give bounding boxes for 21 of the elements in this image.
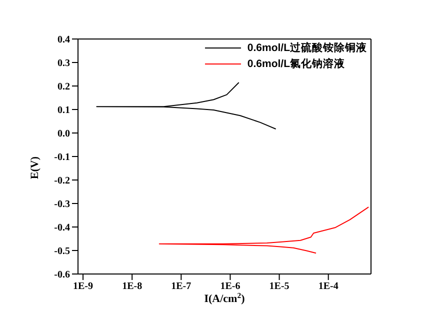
- y-tick-label: -0.2: [54, 176, 70, 187]
- x-tick-label: 1E-5: [269, 281, 290, 292]
- y-tick-label: 0.0: [58, 128, 70, 140]
- y-tick-label: -0.5: [54, 246, 70, 258]
- legend-label: 0.6mol/L过硫酸铵除铜液: [247, 41, 367, 55]
- y-tick-label: 0.1: [58, 105, 70, 116]
- x-tick-label: 1E-7: [171, 281, 192, 292]
- x-axis-title: I(A/cm$^{2}$): [204, 290, 246, 305]
- y-tick-label: -0.1: [54, 152, 70, 164]
- y-tick-label: 0.4: [58, 34, 70, 46]
- x-tick-label: 1E-4: [318, 281, 338, 292]
- x-tick-label: 1E-8: [122, 281, 142, 292]
- y-tick-label: -0.6: [54, 270, 70, 281]
- x-tick-label: 1E-9: [73, 281, 94, 292]
- y-tick-label: 0.2: [58, 82, 70, 93]
- y-tick-label: -0.4: [54, 222, 70, 234]
- legend-label: 0.6mol/L氯化钠溶液: [247, 57, 345, 71]
- y-tick-label: 0.3: [58, 58, 70, 70]
- y-tick-label: -0.3: [54, 199, 70, 210]
- y-axis-title: E(V): [28, 156, 41, 180]
- x-tick-label: 1E-6: [220, 281, 240, 292]
